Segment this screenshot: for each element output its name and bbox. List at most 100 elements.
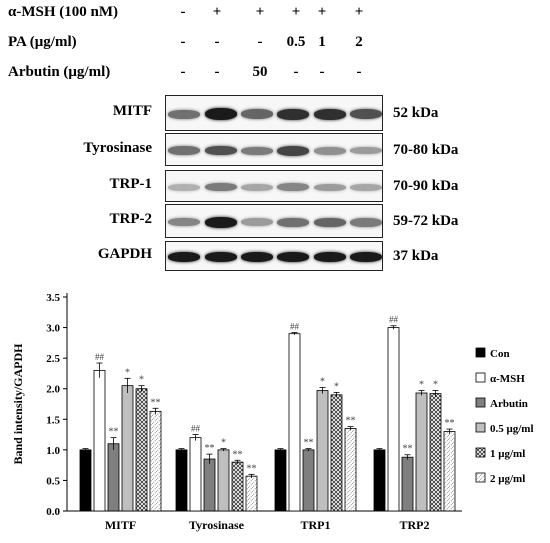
significance-mark: ## [389, 315, 399, 325]
blot-band [168, 218, 200, 226]
y-tick-label: 0.0 [46, 506, 60, 518]
significance-mark: * [334, 381, 339, 392]
y-tick-label: 0.5 [46, 475, 60, 487]
blot-band [241, 109, 273, 119]
condition-value: + [255, 4, 265, 20]
condition-value: 50 [252, 64, 268, 80]
bar [175, 449, 188, 512]
bar [344, 428, 357, 512]
blot-band [168, 146, 200, 155]
legend-label: Con [490, 348, 510, 360]
significance-mark: ** [346, 416, 356, 427]
molecular-weight-label: 59-72 kDa [393, 213, 459, 229]
significance-mark: * [433, 380, 438, 391]
y-tick-label: 3.0 [46, 323, 60, 335]
condition-value: + [291, 4, 301, 20]
blot-band [277, 183, 309, 191]
significance-mark: * [221, 438, 226, 449]
bar [107, 443, 120, 512]
blot-band [314, 252, 346, 262]
condition-value: 1 [318, 34, 326, 50]
bar [189, 437, 202, 512]
bar [387, 327, 400, 512]
condition-value: - [180, 64, 186, 80]
condition-value: - [356, 64, 362, 80]
legend-swatch [475, 447, 486, 458]
blot-band [205, 108, 237, 120]
bar [316, 390, 329, 512]
blot-band [350, 147, 382, 154]
significance-mark: ** [445, 418, 455, 429]
significance-mark: * [419, 380, 424, 391]
blot-band [314, 108, 346, 120]
bar [443, 431, 456, 512]
condition-value: + [354, 4, 364, 20]
condition-value: - [319, 64, 325, 80]
condition-value: - [180, 34, 186, 50]
blot-band [241, 183, 273, 191]
condition-value: - [180, 4, 186, 20]
bar [121, 385, 134, 512]
condition-value: 2 [355, 34, 363, 50]
significance-mark: ** [304, 438, 314, 449]
blot-band [277, 145, 309, 156]
bar [203, 458, 216, 512]
blot-band [314, 183, 346, 191]
blot-band [241, 252, 273, 262]
blot-membrane [165, 133, 383, 166]
bar [149, 410, 162, 512]
bar [93, 369, 106, 512]
bar [135, 388, 148, 512]
bar [217, 449, 230, 512]
y-tick-label: 1.5 [46, 414, 60, 426]
blot-band [168, 252, 200, 262]
condition-value: 0.5 [286, 34, 306, 50]
bar [302, 449, 315, 512]
blot-protein-label: GAPDH [97, 246, 152, 262]
condition-value: - [257, 34, 263, 50]
blot-band [241, 218, 273, 226]
legend-swatch [475, 422, 486, 433]
y-tick-label: 2.0 [46, 384, 60, 396]
significance-mark: ** [233, 449, 243, 460]
legend-label: 0.5 μg/ml [490, 423, 534, 435]
bar [415, 392, 428, 512]
blot-band [350, 217, 382, 227]
legend-swatch [475, 372, 486, 383]
blot-membrane [165, 170, 383, 202]
condition-value: + [317, 4, 327, 20]
x-category-label: TRP2 [400, 518, 430, 532]
blot-band [277, 108, 309, 120]
blot-protein-label: MITF [112, 103, 152, 119]
condition-value: - [293, 64, 299, 80]
blot-band [350, 183, 382, 191]
legend-label: 1 μg/ml [490, 448, 525, 460]
condition-value: - [214, 64, 220, 80]
significance-mark: ** [205, 443, 215, 454]
legend-label: α-MSH [490, 373, 525, 385]
blot-membrane [165, 241, 383, 271]
molecular-weight-label: 70-90 kDa [393, 178, 459, 194]
blot-protein-label: Tyrosinase [83, 139, 152, 156]
significance-mark: * [125, 367, 130, 378]
blot-band [168, 183, 200, 191]
bar [401, 456, 414, 512]
significance-mark: ** [151, 397, 161, 408]
legend-label: Arbutin [490, 398, 528, 410]
blot-protein-label: TRP-1 [109, 176, 153, 192]
significance-mark: ** [247, 463, 257, 474]
blot-protein-label: TRP-2 [109, 211, 153, 227]
significance-mark: ** [403, 444, 413, 455]
y-tick-label: 2.5 [46, 353, 60, 365]
y-axis-label: Band intensity/GAPDH [11, 343, 25, 465]
x-category-label: MITF [105, 518, 136, 532]
legend-swatch [475, 472, 486, 483]
x-category-label: Tyrosinase [189, 518, 245, 532]
band-intensity-bar-chart: 0.0 0.5 1.0 1.5 2.0 2.5 3.0 3.5 Band intensity/G… [11, 292, 534, 532]
blot-band [350, 252, 382, 262]
blot-band [277, 252, 309, 262]
condition-value: - [214, 34, 220, 50]
y-tick-label: 1.0 [46, 445, 60, 457]
blot-membrane [165, 95, 383, 131]
bar [429, 393, 442, 512]
